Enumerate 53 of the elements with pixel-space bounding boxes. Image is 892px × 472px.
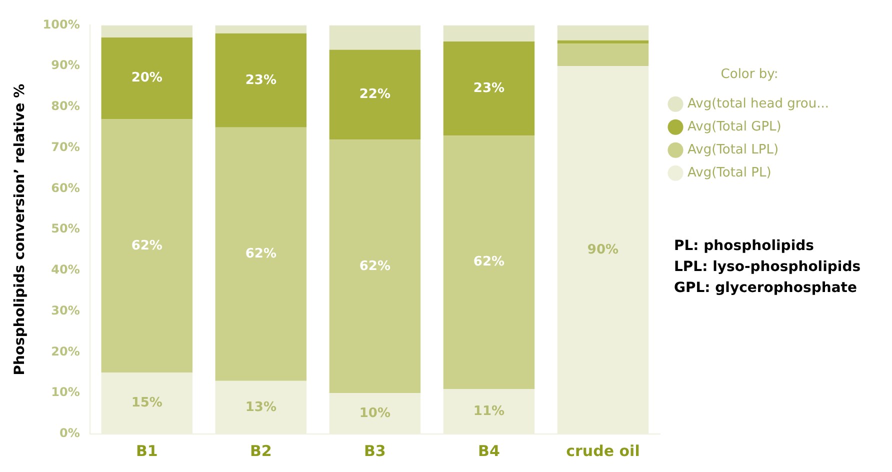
y-tick-label: 70% bbox=[51, 140, 80, 154]
data-label: 90% bbox=[587, 242, 619, 258]
text: PL: phospholipids bbox=[674, 238, 814, 254]
legend-label: Avg(total head grou... bbox=[688, 96, 830, 112]
bar bbox=[557, 25, 649, 40]
x-tick-label: B1 bbox=[136, 442, 158, 460]
data-label: 10% bbox=[359, 406, 390, 421]
y-tick-label: 30% bbox=[51, 303, 80, 318]
data-label: 62% bbox=[245, 246, 276, 262]
y-tick-label: 100% bbox=[42, 17, 80, 32]
data-label: 62% bbox=[359, 258, 390, 274]
data-label: 23% bbox=[245, 72, 276, 88]
bar bbox=[329, 50, 421, 140]
text: GPL: glycerophosphate bbox=[674, 280, 857, 296]
bar bbox=[215, 127, 307, 381]
bar bbox=[443, 25, 535, 42]
legend-label: Avg(Total PL) bbox=[688, 165, 772, 180]
bar bbox=[329, 140, 421, 394]
data-label: 13% bbox=[245, 400, 276, 415]
bar bbox=[101, 37, 192, 120]
data-label: 22% bbox=[359, 87, 390, 102]
text: LPL: lyso-phospholipids bbox=[674, 259, 861, 276]
bar bbox=[329, 25, 421, 50]
y-tick-label: 0% bbox=[59, 426, 80, 440]
y-tick-label: 80% bbox=[51, 99, 80, 114]
x-tick-label: B4 bbox=[478, 442, 500, 460]
x-tick-label: B2 bbox=[250, 442, 272, 460]
data-label: 23% bbox=[473, 80, 505, 96]
bar bbox=[101, 25, 192, 38]
bar bbox=[557, 44, 649, 66]
data-label: 11% bbox=[473, 404, 505, 419]
y-tick-label: 50% bbox=[51, 222, 80, 236]
y-axis-title: Phospholipids conversion’ relative % bbox=[12, 84, 28, 376]
data-label: 62% bbox=[473, 254, 505, 270]
data-label: 62% bbox=[131, 238, 162, 254]
y-tick-label: 20% bbox=[51, 344, 80, 358]
bar bbox=[101, 119, 192, 373]
data-label: 15% bbox=[131, 396, 162, 411]
legend-label: Avg(Total LPL) bbox=[688, 142, 779, 158]
bar bbox=[443, 136, 535, 390]
legend-title: Color by: bbox=[720, 66, 778, 82]
y-tick-label: 40% bbox=[51, 262, 80, 277]
bar bbox=[557, 40, 649, 44]
bar bbox=[215, 33, 307, 128]
data-label: 20% bbox=[131, 70, 162, 86]
legend-label: Avg(Total GPL) bbox=[688, 119, 782, 134]
x-tick-label: crude oil bbox=[566, 442, 640, 460]
y-tick-label: 10% bbox=[51, 385, 80, 400]
bar bbox=[215, 25, 307, 34]
bar bbox=[443, 42, 535, 136]
x-tick-label: B3 bbox=[364, 442, 386, 460]
y-tick-label: 60% bbox=[51, 180, 80, 195]
y-tick-label: 90% bbox=[51, 58, 80, 72]
